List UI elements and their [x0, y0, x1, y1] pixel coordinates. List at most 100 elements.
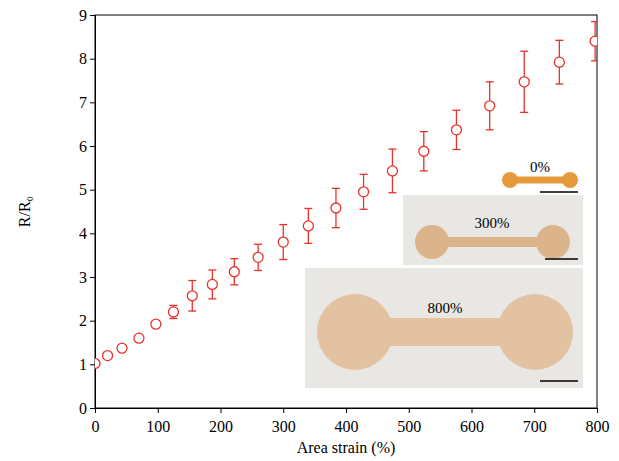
tick-label: 700	[523, 418, 547, 435]
scale-bar	[545, 258, 578, 260]
tick-label: 600	[460, 418, 484, 435]
data-point	[187, 291, 197, 301]
data-point	[359, 187, 369, 197]
tick-label: 0	[79, 400, 87, 417]
data-point	[168, 307, 178, 317]
marks	[95, 22, 597, 369]
error-bar-cap	[520, 51, 528, 52]
error-bar-cap	[254, 270, 262, 271]
tick: 5	[79, 181, 95, 198]
data-point	[278, 237, 288, 247]
series	[95, 22, 597, 369]
tick-mark	[346, 408, 347, 413]
error-bar-cap	[486, 129, 494, 130]
tick-label: 300	[272, 418, 296, 435]
y-axis-title: R/R₀	[16, 196, 33, 227]
data-point	[303, 221, 313, 231]
tick: 6	[79, 138, 95, 155]
error-bar-cap	[230, 284, 238, 285]
annotation: 300%	[475, 215, 510, 231]
tick: 9	[79, 7, 95, 24]
error-bar-cap	[332, 188, 340, 189]
tick: 400	[335, 408, 359, 435]
tick: 4	[79, 225, 95, 242]
error-bar-cap	[208, 298, 216, 299]
plot-frame	[95, 15, 597, 408]
tick-mark	[90, 408, 95, 409]
tick-label: 4	[79, 225, 87, 242]
error-bar	[230, 259, 238, 285]
scale-bar	[540, 380, 578, 382]
plot: 010020030040050060070080001234567890%300…	[79, 7, 610, 435]
data-point	[590, 36, 597, 46]
data-point	[151, 319, 161, 329]
sample-pad	[415, 225, 449, 259]
error-bar-cap	[486, 81, 494, 82]
tick-label: 2	[79, 312, 87, 329]
axis-line	[96, 409, 598, 414]
tick-mark	[90, 59, 95, 60]
error-bar	[360, 174, 368, 209]
tick-mark	[283, 408, 284, 413]
tick-mark	[221, 408, 222, 413]
tick: 700	[523, 408, 547, 435]
tick-label: 100	[146, 418, 170, 435]
tick-mark	[409, 408, 410, 413]
data-point	[519, 77, 529, 87]
data-point	[387, 166, 397, 176]
sample-sketch	[317, 294, 573, 370]
error-bar	[279, 225, 287, 260]
tick: 2	[79, 312, 95, 329]
tick-label: 6	[79, 138, 87, 155]
sample-pad	[317, 294, 393, 370]
tick: 0	[92, 408, 100, 435]
error-bar-cap	[452, 110, 460, 111]
error-bar-cap	[555, 40, 563, 41]
tick-mark	[90, 277, 95, 278]
tick-mark	[90, 233, 95, 234]
error-bar-cap	[520, 112, 528, 113]
data-point	[95, 358, 100, 368]
sample-strip	[432, 237, 553, 247]
scale-bar	[540, 191, 578, 193]
axis-line	[90, 16, 96, 409]
error-bar-cap	[452, 149, 460, 150]
error-bar	[388, 149, 396, 193]
annotation: 0%	[530, 159, 550, 175]
error-bar-cap	[169, 305, 177, 306]
data-point	[253, 252, 263, 262]
error-bar-cap	[230, 258, 238, 259]
error-bar-cap	[420, 131, 428, 132]
data-point	[419, 146, 429, 156]
error-bar-cap	[420, 170, 428, 171]
tick-mark	[597, 408, 598, 413]
sample-pad	[497, 294, 573, 370]
y-axis: 0123456789	[79, 7, 96, 417]
tick-mark	[90, 102, 95, 103]
error-bar-cap	[254, 244, 262, 245]
tick-label: 1	[79, 356, 87, 373]
tick-label: 3	[79, 269, 87, 286]
error-bar-cap	[188, 310, 196, 311]
error-bar	[420, 132, 428, 171]
tick: 0	[79, 400, 95, 417]
tick-mark	[158, 408, 159, 413]
data-point	[117, 343, 127, 353]
error-bar-cap	[360, 174, 368, 175]
tick: 7	[79, 94, 95, 111]
tick-mark	[90, 364, 95, 365]
tick: 800	[586, 408, 610, 435]
error-bar-cap	[360, 209, 368, 210]
tick-label: 7	[79, 94, 87, 111]
error-bar-cap	[555, 83, 563, 84]
x-axis-title: Area strain (%)	[297, 439, 396, 457]
data-point	[331, 203, 341, 213]
tick-mark	[90, 190, 95, 191]
inset-background	[403, 195, 583, 265]
error-bar	[304, 208, 312, 243]
error-bar-cap	[169, 318, 177, 319]
error-bar-cap	[388, 148, 396, 149]
error-bar	[591, 22, 597, 61]
error-bar-cap	[332, 227, 340, 228]
tick: 1	[79, 356, 95, 373]
